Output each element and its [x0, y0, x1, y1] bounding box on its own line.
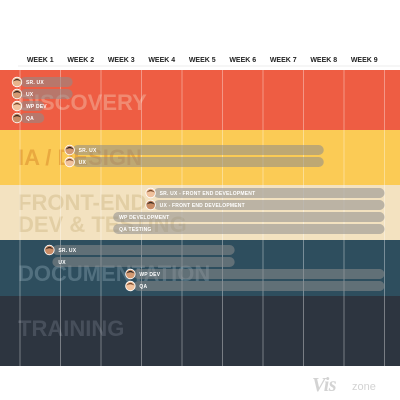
task-label: UX [26, 92, 34, 98]
task-label: SR. UX - FRONT END DEVELOPMENT [160, 191, 256, 197]
phase-band-training [0, 296, 400, 366]
avatar-hair [65, 146, 74, 150]
task-bar [153, 188, 385, 198]
avatar-hair [146, 189, 155, 193]
task-bar [72, 157, 324, 167]
task-label: UX [79, 160, 87, 166]
task-label: SR. UX [26, 80, 44, 86]
phase-title: FRONT-END [18, 190, 146, 215]
task-bar [153, 200, 385, 210]
task-bar [20, 89, 73, 99]
avatar-hair [65, 158, 74, 162]
avatar-hair [13, 102, 21, 106]
task-label: QA [139, 284, 147, 290]
avatar-hair [126, 282, 135, 286]
task-label: UX - FRONT END DEVELOPMENT [160, 203, 245, 209]
task-label: WP DEV [139, 272, 160, 278]
task-label: WP DEV [26, 104, 47, 110]
task-label: UX [58, 260, 66, 266]
visual-zone-logo: Vis zone [312, 374, 396, 396]
task-label: QA [26, 116, 34, 122]
week-label: WEEK 8 [310, 57, 337, 64]
logo-vis-text: Vis [312, 374, 337, 396]
week-label: WEEK 5 [189, 57, 216, 64]
avatar-hair [13, 90, 21, 94]
task-bar [52, 257, 235, 267]
avatar-hair [45, 246, 54, 250]
week-label: WEEK 7 [270, 57, 297, 64]
task-bar [72, 145, 324, 155]
avatar-hair [13, 78, 21, 82]
task-bar [133, 269, 385, 279]
task-bar [20, 101, 45, 111]
task-bar [113, 212, 385, 222]
week-label: WEEK 4 [148, 57, 175, 64]
week-label: WEEK 9 [351, 57, 378, 64]
week-label: WEEK 2 [67, 57, 94, 64]
task-label: SR. UX [58, 248, 76, 254]
task-bar [20, 77, 73, 87]
week-label: WEEK 1 [27, 57, 54, 64]
week-label: WEEK 6 [229, 57, 256, 64]
logo-zone-text: zone [352, 381, 376, 393]
avatar-hair [13, 114, 21, 118]
avatar-hair [126, 270, 135, 274]
task-bar [20, 113, 45, 123]
week-label: WEEK 3 [108, 57, 135, 64]
task-label: WP DEVELOPMENT [119, 215, 169, 221]
task-bar [113, 224, 385, 234]
task-label: QA TESTING [119, 227, 151, 233]
task-bar [133, 281, 385, 291]
phase-title: TRAINING [18, 316, 124, 341]
task-label: SR. UX [79, 148, 97, 154]
task-bar [52, 245, 235, 255]
avatar-hair [146, 201, 155, 205]
